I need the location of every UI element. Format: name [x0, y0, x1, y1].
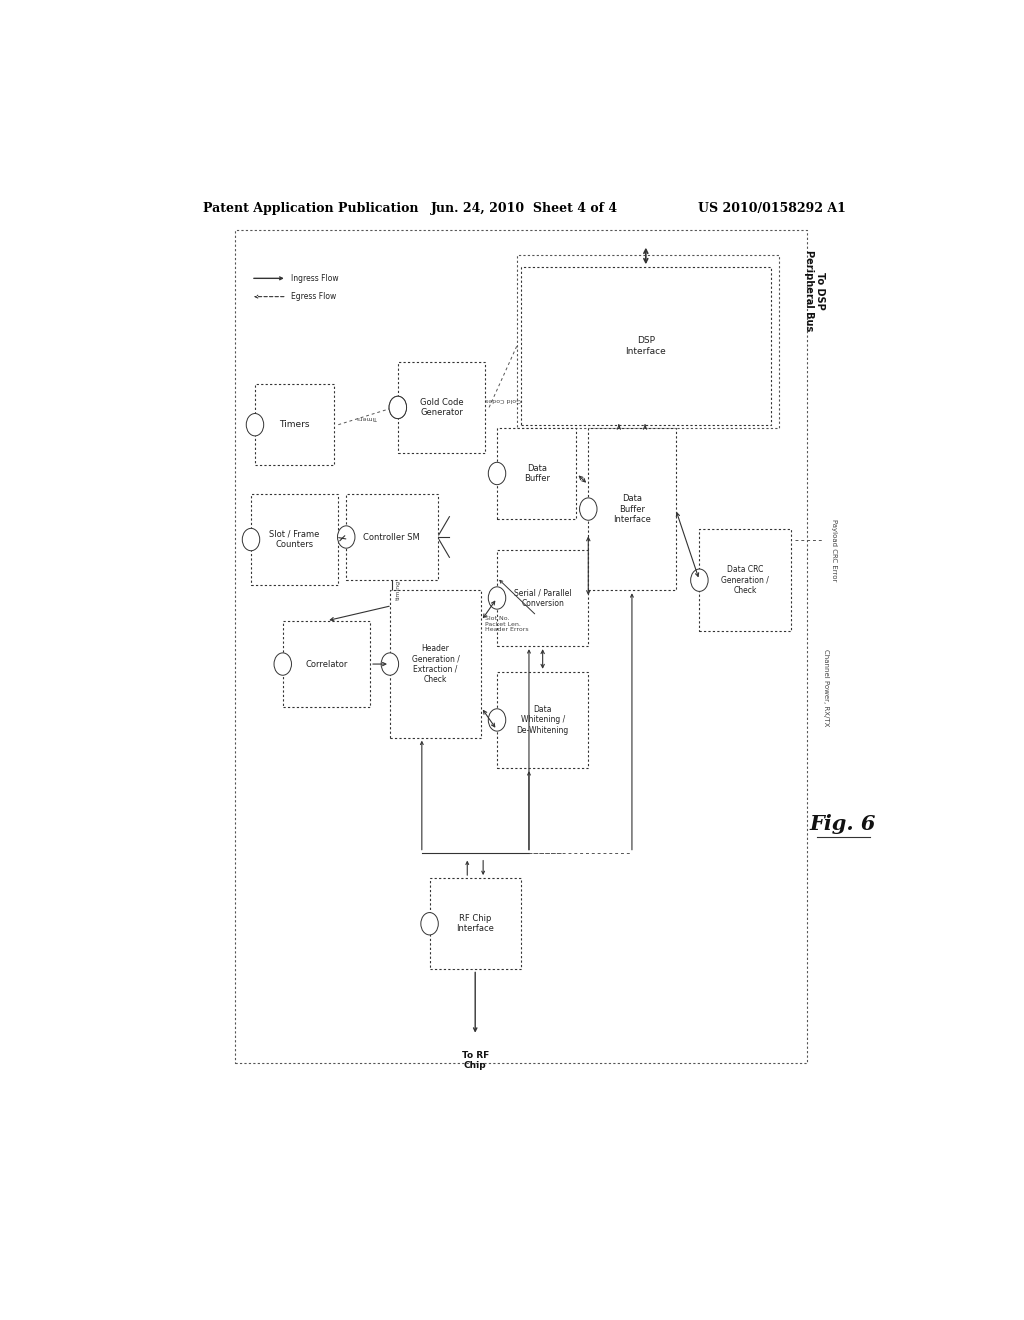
FancyBboxPatch shape	[251, 494, 338, 585]
Text: Channel Power, RX/TX: Channel Power, RX/TX	[823, 649, 829, 726]
Text: Controller SM: Controller SM	[364, 532, 420, 541]
Circle shape	[488, 587, 506, 609]
Text: Jun. 24, 2010  Sheet 4 of 4: Jun. 24, 2010 Sheet 4 of 4	[431, 202, 618, 215]
Text: Gold Codes: Gold Codes	[485, 397, 521, 403]
FancyBboxPatch shape	[397, 362, 485, 453]
Text: Slot No.
Packet Len.
Header Errors: Slot No. Packet Len. Header Errors	[485, 616, 528, 632]
Text: Timers: Timers	[355, 414, 377, 420]
Text: Correlator: Correlator	[305, 660, 347, 668]
Text: Data
Whitening /
De-Whitening: Data Whitening / De-Whitening	[516, 705, 568, 735]
Circle shape	[381, 653, 398, 676]
FancyBboxPatch shape	[346, 494, 437, 581]
Text: timing: timing	[396, 581, 400, 601]
FancyBboxPatch shape	[699, 529, 791, 631]
FancyBboxPatch shape	[497, 549, 588, 647]
Text: Egress Flow: Egress Flow	[291, 292, 336, 301]
Circle shape	[421, 912, 438, 935]
FancyBboxPatch shape	[255, 384, 334, 466]
Circle shape	[690, 569, 709, 591]
Text: RF Chip
Interface: RF Chip Interface	[457, 913, 495, 933]
Circle shape	[389, 396, 407, 418]
Text: Header
Generation /
Extraction /
Check: Header Generation / Extraction / Check	[412, 644, 460, 684]
Text: Payload CRC Error: Payload CRC Error	[831, 519, 838, 581]
Circle shape	[246, 413, 264, 436]
Text: Timers: Timers	[280, 420, 310, 429]
Circle shape	[274, 653, 292, 676]
FancyBboxPatch shape	[521, 267, 771, 425]
Text: Slot / Frame
Counters: Slot / Frame Counters	[269, 529, 319, 549]
Text: To DSP
Peripheral Bus: To DSP Peripheral Bus	[804, 249, 825, 331]
Text: Data
Buffer: Data Buffer	[523, 463, 550, 483]
FancyBboxPatch shape	[588, 428, 676, 590]
Circle shape	[488, 462, 506, 484]
FancyBboxPatch shape	[497, 428, 577, 519]
FancyBboxPatch shape	[283, 620, 370, 708]
Text: Data
Buffer
Interface: Data Buffer Interface	[613, 494, 651, 524]
Circle shape	[580, 498, 597, 520]
Circle shape	[338, 525, 355, 548]
Text: Gold Code
Generator: Gold Code Generator	[420, 397, 463, 417]
Text: Ingress Flow: Ingress Flow	[291, 273, 338, 282]
Text: US 2010/0158292 A1: US 2010/0158292 A1	[698, 202, 846, 215]
FancyBboxPatch shape	[390, 590, 481, 738]
Circle shape	[243, 528, 260, 550]
Text: Data CRC
Generation /
Check: Data CRC Generation / Check	[721, 565, 769, 595]
Text: To RF
Chip: To RF Chip	[462, 1051, 488, 1071]
Text: Serial / Parallel
Conversion: Serial / Parallel Conversion	[514, 589, 571, 607]
Text: Patent Application Publication: Patent Application Publication	[204, 202, 419, 215]
FancyBboxPatch shape	[430, 878, 521, 969]
Text: DSP
Interface: DSP Interface	[626, 337, 667, 355]
Circle shape	[389, 396, 407, 418]
Circle shape	[488, 709, 506, 731]
Text: Fig. 6: Fig. 6	[809, 814, 876, 834]
FancyBboxPatch shape	[497, 672, 588, 768]
